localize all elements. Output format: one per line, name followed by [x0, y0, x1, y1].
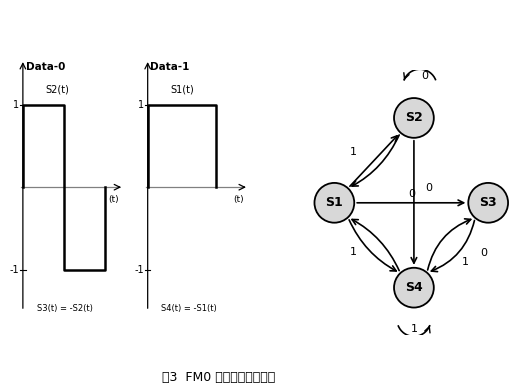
- Text: Data-0: Data-0: [25, 62, 65, 72]
- Text: S3: S3: [479, 196, 497, 209]
- Text: -1: -1: [134, 265, 144, 275]
- Circle shape: [394, 268, 434, 308]
- Text: 1: 1: [13, 99, 19, 110]
- Circle shape: [394, 98, 434, 138]
- Text: (t): (t): [109, 195, 119, 204]
- Text: S2(t): S2(t): [46, 84, 70, 94]
- Text: (t): (t): [233, 195, 244, 204]
- Text: 1: 1: [410, 324, 418, 335]
- Text: 1: 1: [462, 257, 469, 268]
- Text: S1: S1: [326, 196, 343, 209]
- Text: 0: 0: [421, 71, 428, 81]
- Text: Data-1: Data-1: [150, 62, 190, 72]
- Text: 0: 0: [480, 248, 488, 258]
- Text: 图3  FM0 编码及状态跳转图: 图3 FM0 编码及状态跳转图: [162, 371, 275, 384]
- Text: 1: 1: [349, 147, 356, 158]
- Text: S4: S4: [405, 281, 423, 294]
- Text: 0: 0: [425, 183, 432, 193]
- Text: S4(t) = -S1(t): S4(t) = -S1(t): [161, 304, 217, 313]
- Text: 0: 0: [408, 188, 415, 199]
- Text: 1: 1: [138, 99, 144, 110]
- Text: S3(t) = -S2(t): S3(t) = -S2(t): [36, 304, 93, 313]
- Text: 1: 1: [349, 247, 356, 257]
- Circle shape: [315, 183, 354, 223]
- Text: -1: -1: [9, 265, 19, 275]
- Circle shape: [469, 183, 508, 223]
- Text: S1(t): S1(t): [171, 84, 194, 94]
- Text: S2: S2: [405, 112, 423, 124]
